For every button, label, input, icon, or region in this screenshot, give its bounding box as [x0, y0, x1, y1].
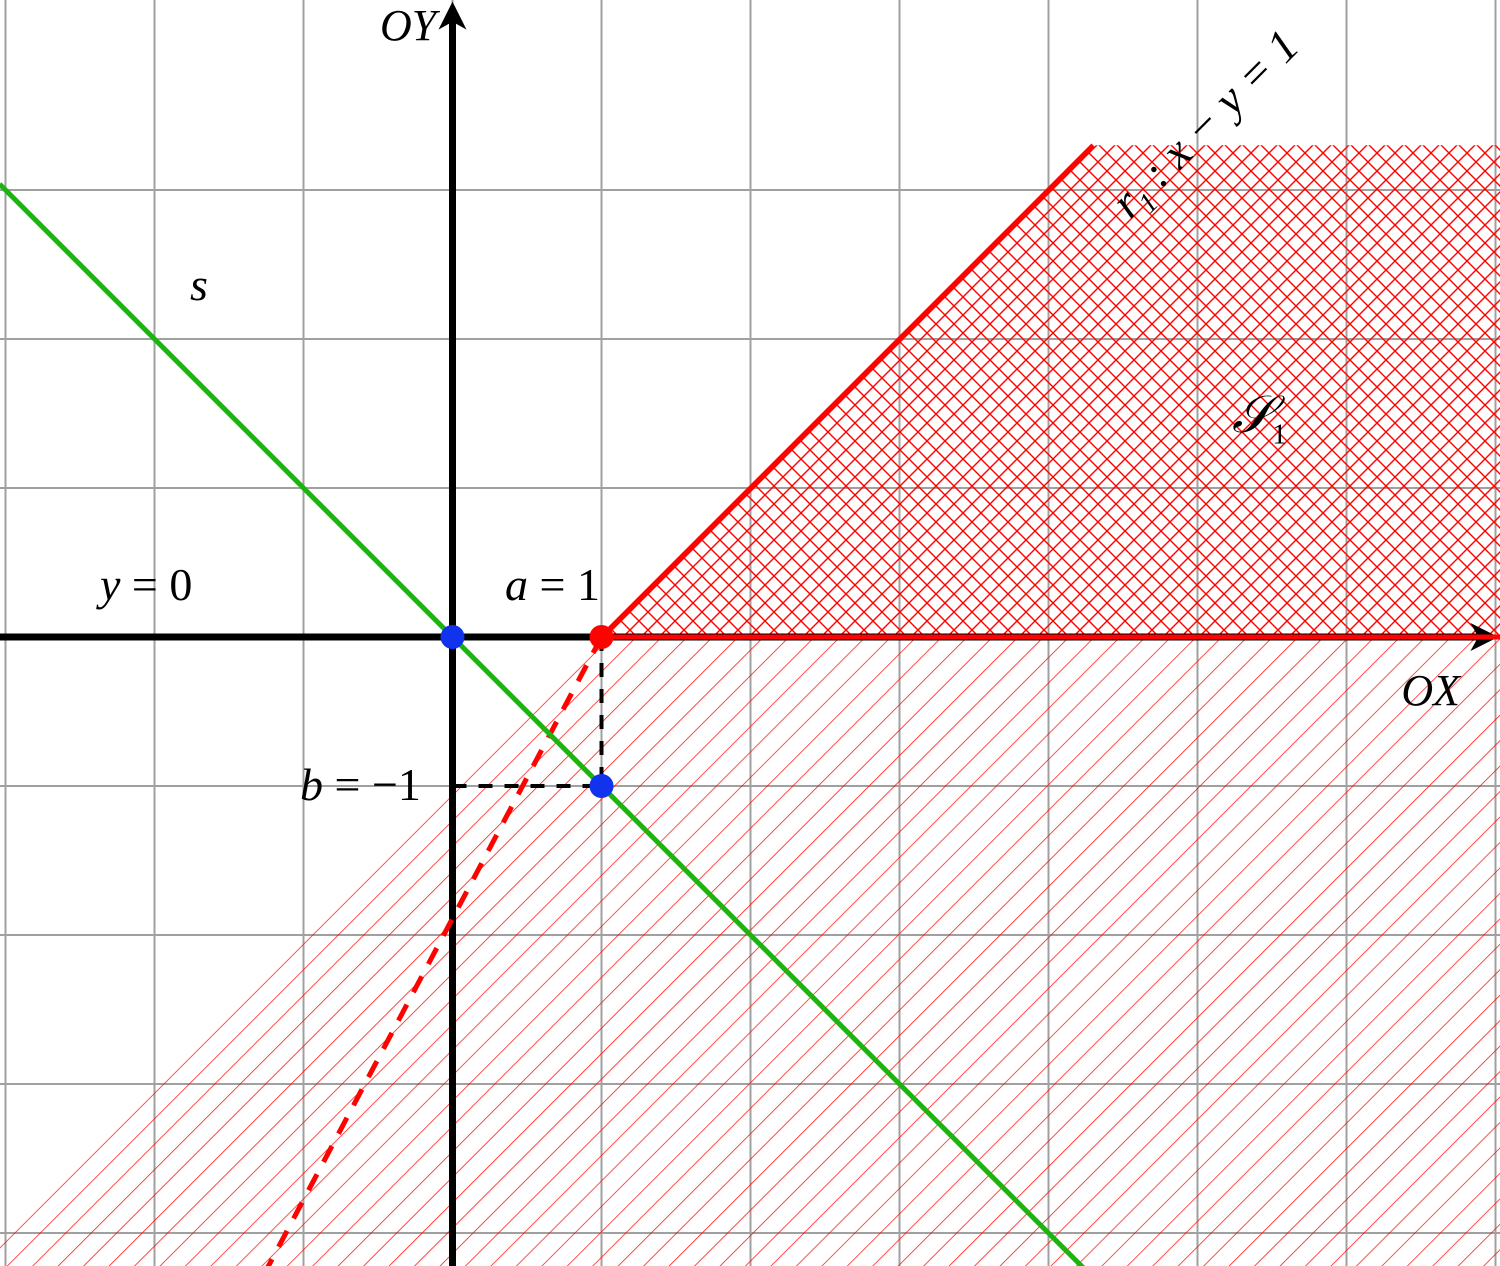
label-lbl_b: b = −1: [300, 759, 421, 810]
label-lbl_y0: y = 0: [96, 559, 192, 610]
plot-area: sr1 : x − y = 1𝒮1y = 0a = 1b = −1OYOX: [0, 0, 1500, 1266]
point-pt_b: [590, 774, 614, 798]
axis-label-y: OY: [380, 1, 441, 50]
axis-label-x: OX: [1401, 666, 1462, 715]
point-pt_origin: [441, 625, 465, 649]
point-pt_a: [590, 625, 614, 649]
label-lbl_a: a = 1: [505, 559, 600, 610]
label-lbl_s: s: [190, 259, 208, 310]
